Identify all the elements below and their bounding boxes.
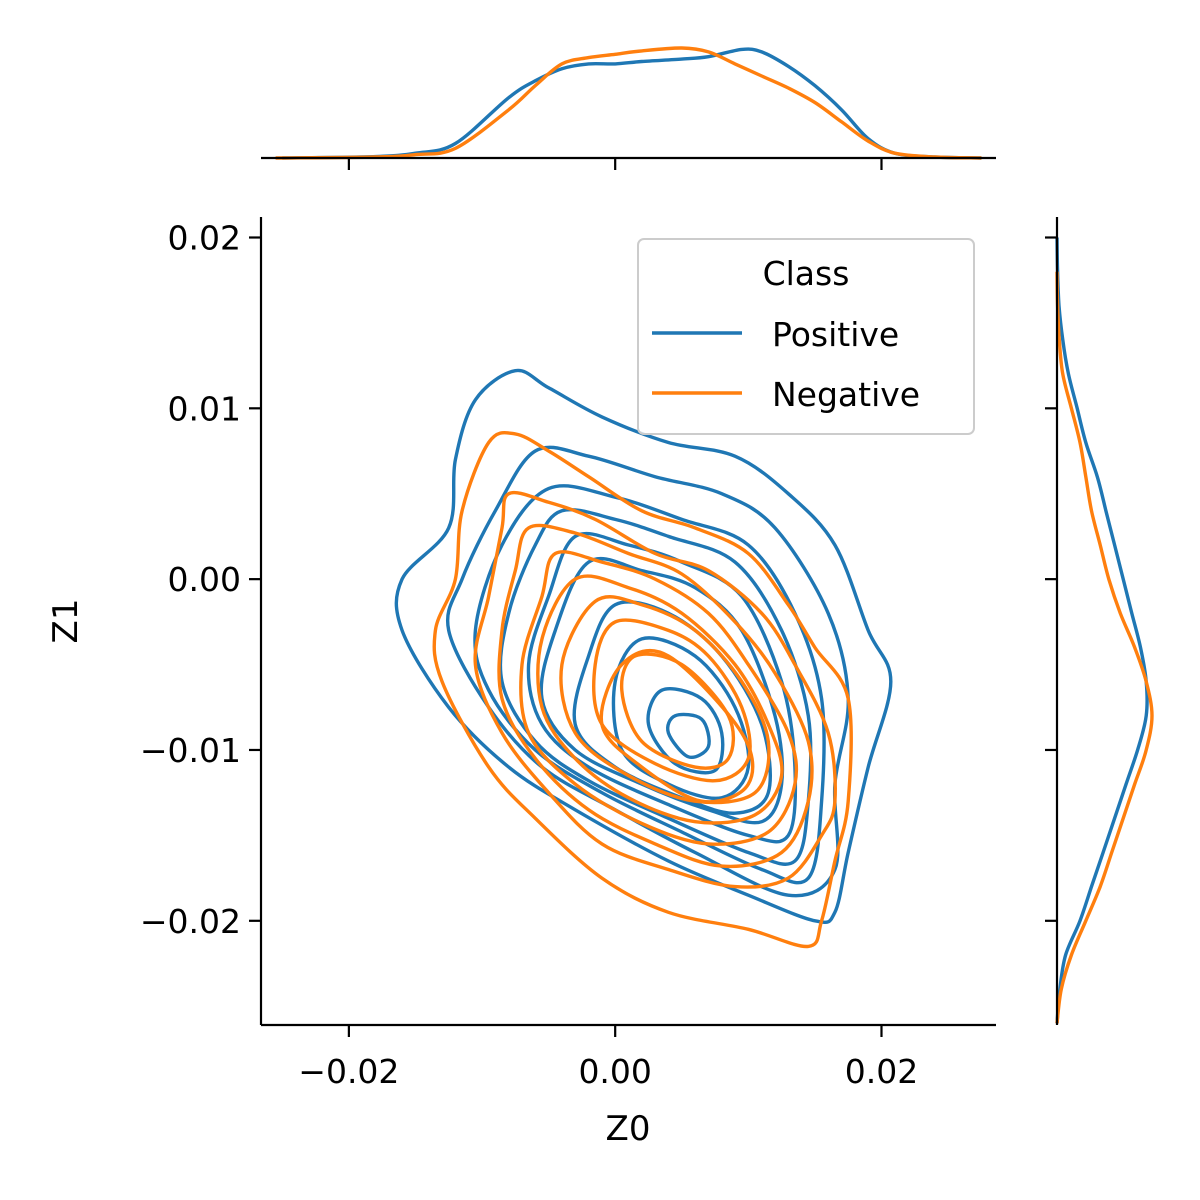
x-tick-label: 0.00 (578, 1052, 651, 1091)
contour-positive-level-8 (611, 636, 751, 801)
marginal-x-negative (275, 46, 982, 160)
contour-negative-level-4 (519, 550, 799, 846)
contour-positive-level-9 (646, 687, 725, 775)
x-tick-label: −0.02 (298, 1052, 399, 1091)
marginal-y-negative (1055, 271, 1154, 1024)
marginal-x-positive (282, 47, 982, 160)
x-tick-label: 0.02 (845, 1052, 918, 1091)
contour-negative-level-9 (599, 649, 755, 804)
contour-positive-level-1 (394, 368, 893, 925)
tick-layer: −0.02 0.00 0.02 −0.02 −0.01 0.00 0.01 0.02 (140, 158, 1057, 1091)
legend-entry-negative: Negative (772, 375, 920, 414)
y-tick-label: 0.02 (168, 218, 241, 257)
marginal-y-positive (1055, 237, 1149, 1024)
contour-negative-level-3 (497, 523, 814, 869)
y-tick-label: 0.00 (168, 560, 241, 599)
legend-frame (637, 238, 975, 435)
contour-positive-level-2 (445, 445, 850, 898)
contour-negative-level-6 (559, 595, 771, 805)
contour-negative-level-2 (473, 490, 837, 889)
right-marginal-layer (1055, 237, 1154, 1024)
legend-title: Class (763, 254, 850, 293)
contour-positive-level-6 (539, 556, 785, 825)
contour-negative-level-1 (432, 430, 853, 949)
top-marginal-layer (275, 46, 982, 160)
contour-positive-level-3 (473, 484, 826, 885)
legend-entry-positive: Positive (772, 315, 899, 354)
legend: Class Positive Negative (637, 238, 975, 435)
contour-positive-level-10 (666, 712, 711, 759)
y-tick-label: −0.02 (140, 902, 241, 941)
y-tick-label: −0.01 (140, 731, 241, 770)
y-tick-label: 0.01 (168, 389, 241, 428)
contour-negative-level-5 (536, 574, 784, 825)
x-axis-label: Z0 (606, 1109, 651, 1149)
contour-layer (394, 368, 893, 949)
contour-negative-level-8 (619, 652, 736, 770)
contour-negative-level-7 (592, 618, 752, 783)
y-axis-label: Z1 (46, 599, 86, 644)
contour-positive-level-5 (526, 531, 798, 844)
